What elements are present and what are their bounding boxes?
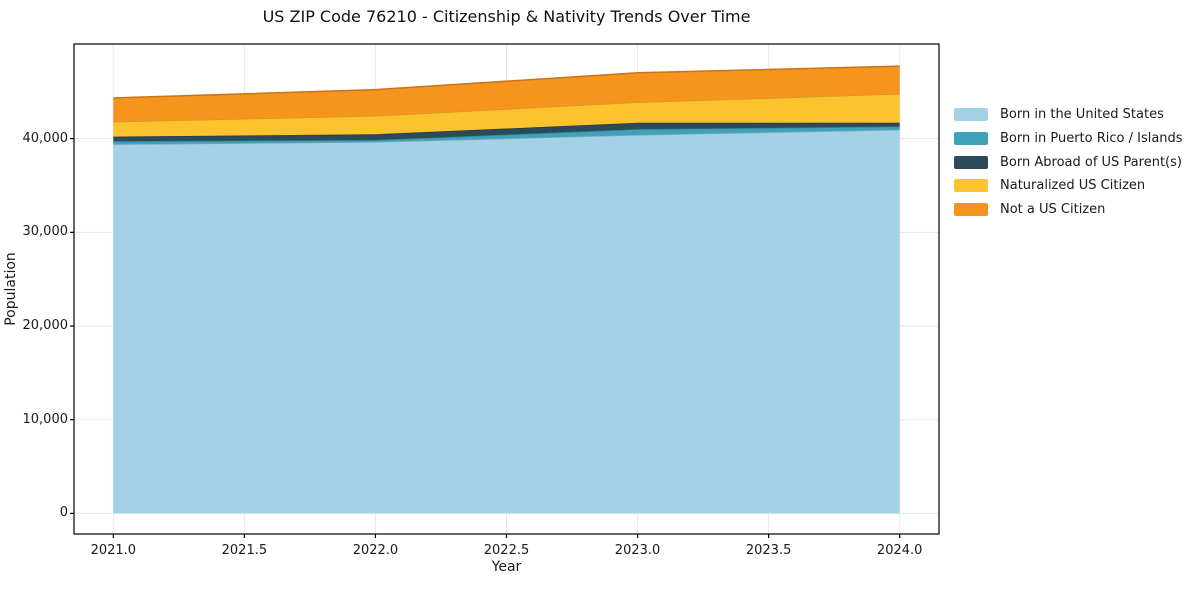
legend-swatch	[954, 132, 988, 146]
x-axis-label: Year	[491, 559, 522, 575]
y-tick-label: 30,000	[22, 224, 69, 240]
chart-title: US ZIP Code 76210 - Citizenship & Nativi…	[262, 7, 751, 26]
x-tick-label: 2022.0	[352, 543, 399, 558]
x-tick-label: 2021.5	[221, 543, 268, 558]
area-series	[113, 126, 900, 145]
legend-label: Born Abroad of US Parent(s)	[1000, 154, 1182, 170]
legend-item: Born in the United States	[954, 103, 1183, 127]
legend-item: Naturalized US Citizen	[954, 174, 1183, 198]
y-tick-label: 40,000	[22, 130, 69, 146]
legend: Born in the United States Born in Puerto …	[954, 103, 1183, 221]
legend-item: Not a US Citizen	[954, 198, 1183, 222]
legend-item: Born Abroad of US Parent(s)	[954, 150, 1183, 174]
y-tick-label: 0	[59, 505, 68, 521]
legend-item: Born in Puerto Rico / Islands	[954, 127, 1183, 151]
legend-label: Born in Puerto Rico / Islands	[1000, 131, 1183, 147]
y-tick-label: 10,000	[22, 411, 69, 427]
area-series	[113, 122, 900, 142]
legend-swatch	[954, 203, 988, 217]
legend-label: Born in the United States	[1000, 107, 1164, 123]
x-tick-label: 2023.5	[745, 543, 792, 558]
x-tick-label: 2021.0	[90, 543, 137, 558]
x-tick-label: 2023.0	[614, 543, 661, 558]
legend-label: Naturalized US Citizen	[1000, 178, 1146, 194]
x-tick-label: 2022.5	[483, 543, 530, 558]
area-series	[113, 93, 900, 137]
area-series-topline	[113, 65, 900, 99]
legend-swatch	[954, 108, 988, 122]
area-series	[113, 66, 900, 122]
area-series	[113, 129, 900, 514]
legend-swatch	[954, 179, 988, 193]
x-tick-label: 2024.0	[876, 543, 923, 558]
legend-swatch	[954, 155, 988, 169]
y-tick-label: 20,000	[22, 318, 69, 333]
legend-label: Not a US Citizen	[1000, 202, 1106, 218]
